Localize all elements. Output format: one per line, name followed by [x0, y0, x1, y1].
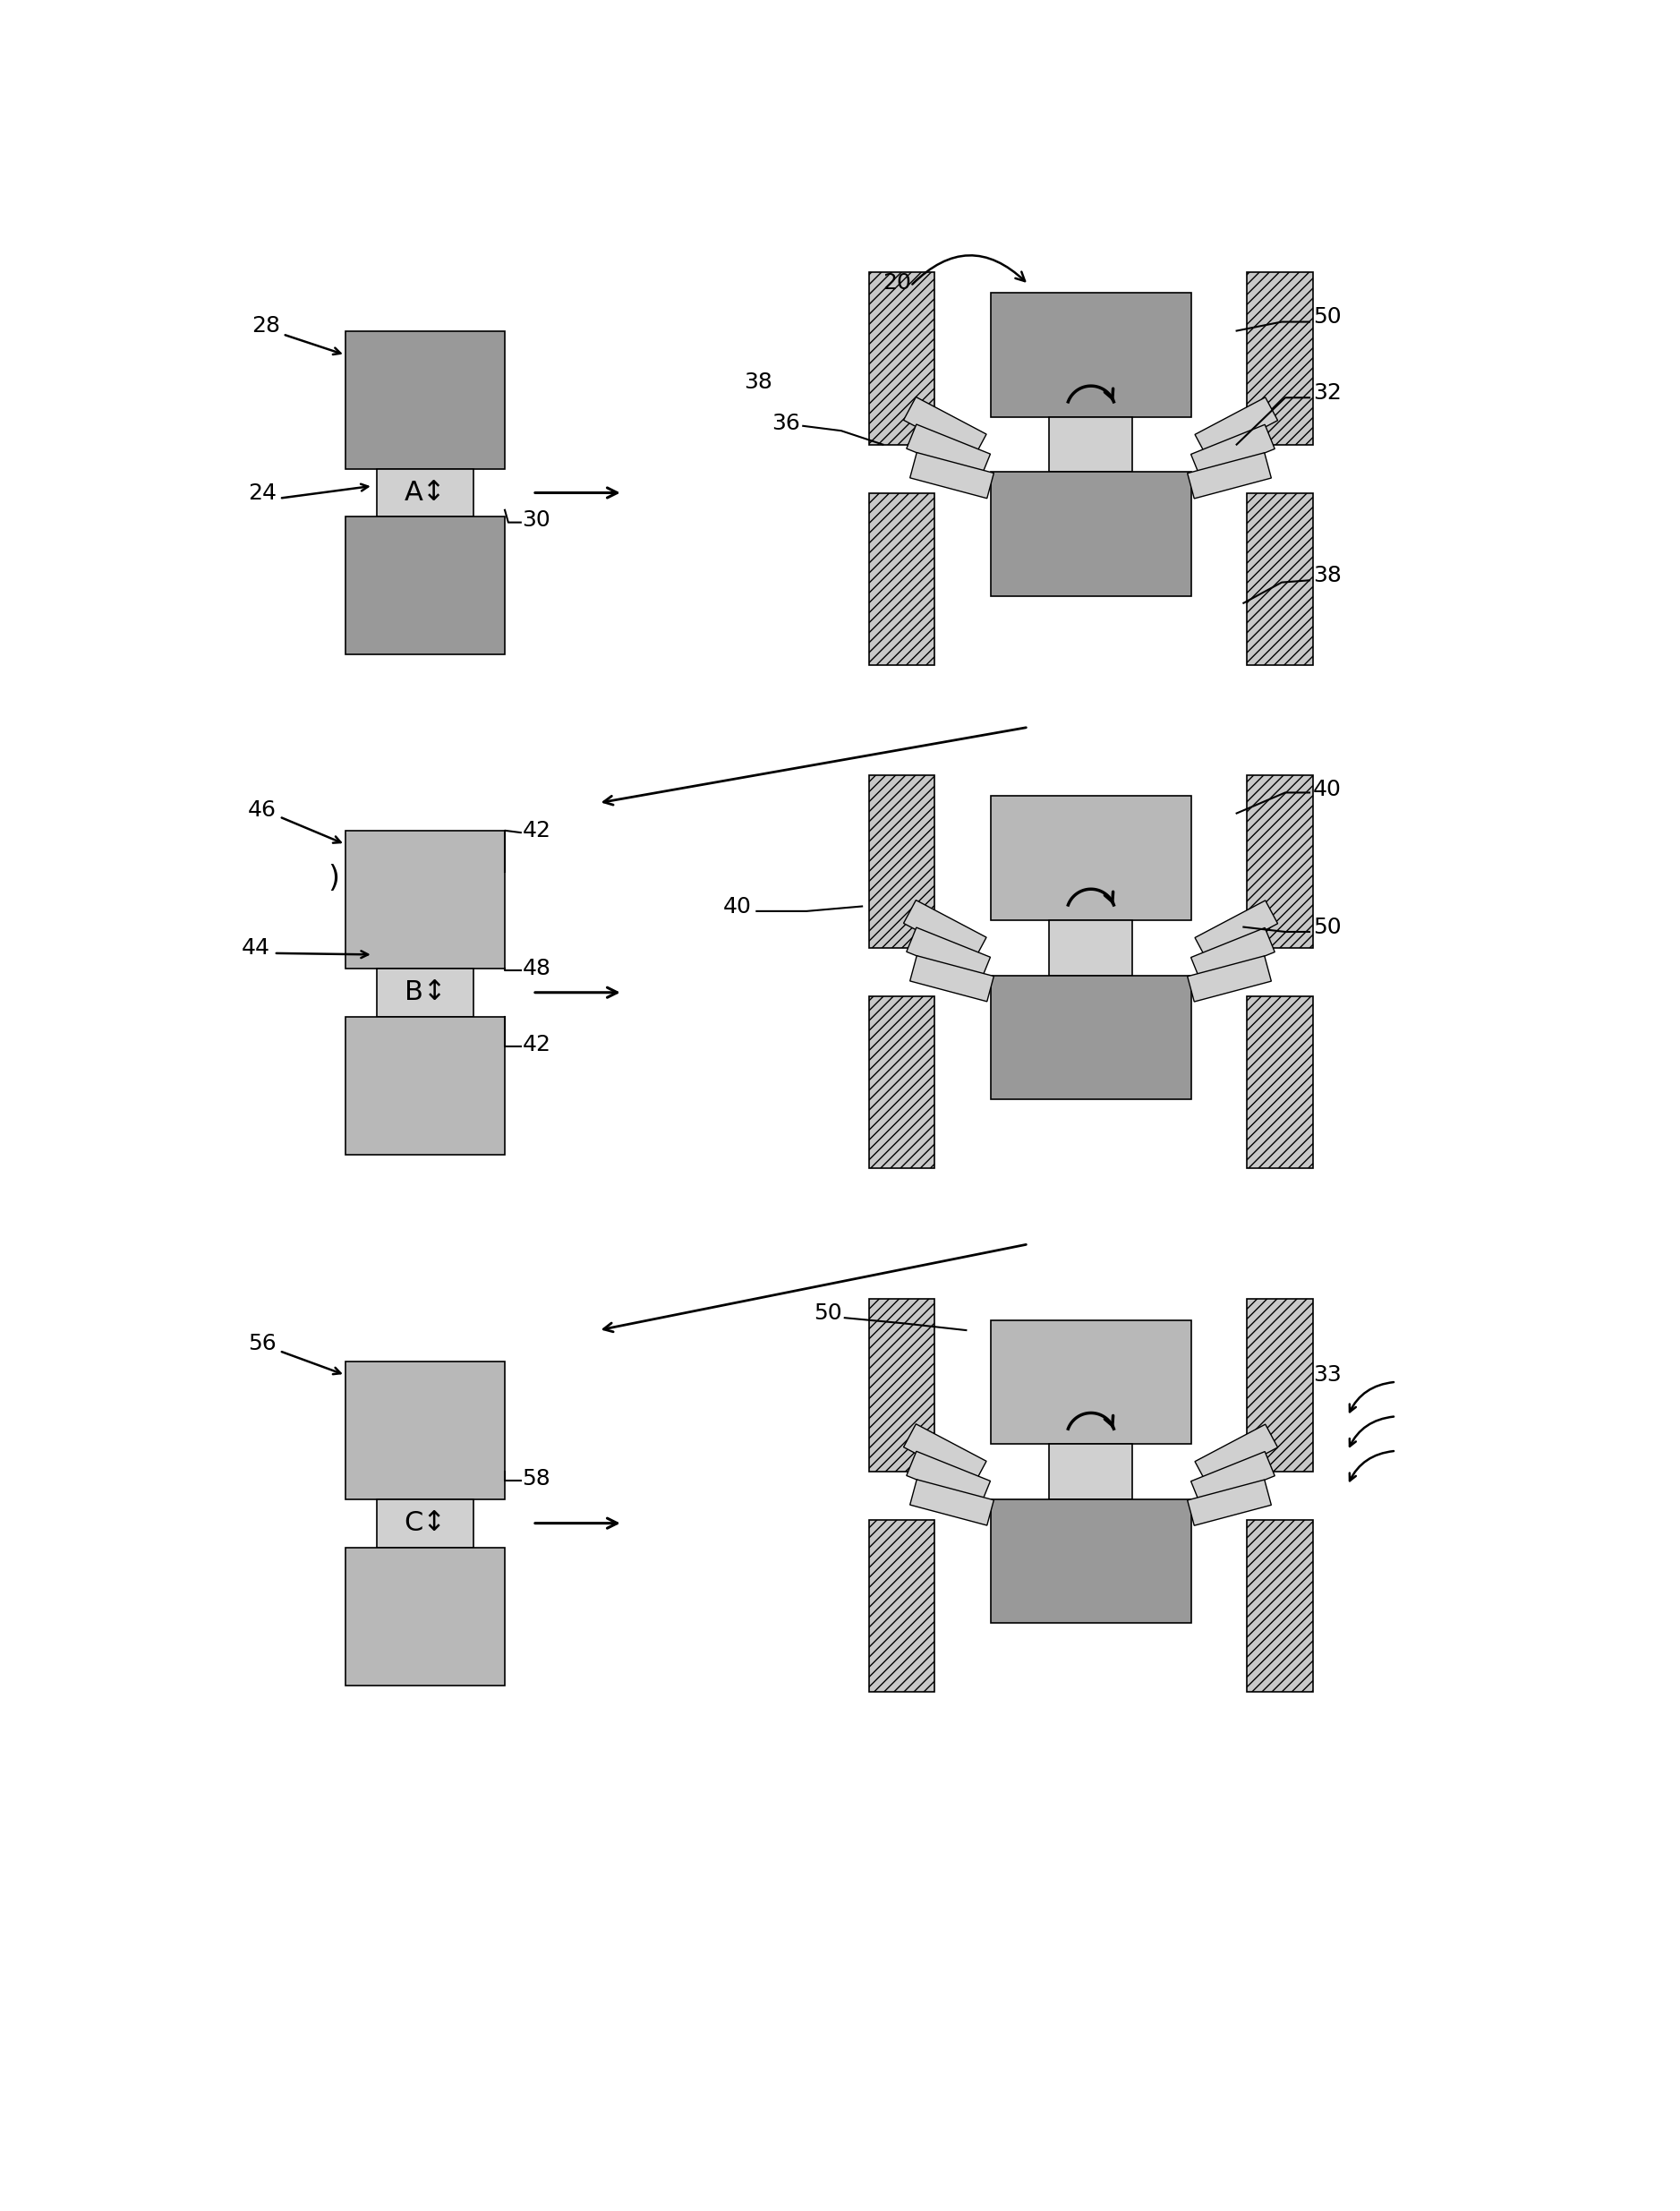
Text: 30: 30: [522, 509, 551, 531]
Text: 50: 50: [813, 1302, 842, 1324]
Bar: [991, 796, 1191, 920]
Text: 33: 33: [1312, 1364, 1341, 1386]
Bar: [911, 1479, 995, 1526]
Text: 56: 56: [249, 1333, 277, 1355]
Text: 42: 42: [522, 1033, 551, 1055]
Bar: [907, 425, 990, 478]
Text: 50: 50: [1312, 307, 1341, 327]
Text: 58: 58: [522, 1468, 551, 1490]
Bar: [1188, 1479, 1272, 1526]
Text: 40: 40: [1312, 778, 1341, 800]
Text: 38: 38: [744, 371, 773, 394]
Text: 20: 20: [884, 272, 911, 294]
Bar: [1247, 1300, 1312, 1473]
Text: 44: 44: [242, 937, 270, 957]
Bar: [1050, 920, 1132, 975]
Bar: [869, 776, 934, 949]
Bar: [904, 398, 986, 458]
Bar: [911, 955, 995, 1002]
Text: 46: 46: [249, 798, 277, 820]
Bar: [1194, 398, 1278, 458]
Bar: [346, 1017, 504, 1154]
Bar: [904, 1424, 986, 1484]
Text: B↕: B↕: [405, 979, 445, 1006]
Text: C↕: C↕: [405, 1510, 445, 1537]
Bar: [346, 831, 504, 968]
Text: 32: 32: [1312, 383, 1341, 405]
Bar: [1191, 425, 1275, 478]
Text: 50: 50: [1312, 915, 1341, 937]
Bar: [1050, 418, 1132, 473]
Bar: [1247, 1519, 1312, 1691]
Text: 40: 40: [724, 895, 753, 918]
Text: 38: 38: [1312, 564, 1341, 586]
Bar: [1247, 776, 1312, 949]
Bar: [991, 292, 1191, 418]
Bar: [346, 517, 504, 654]
Bar: [869, 493, 934, 666]
Bar: [346, 1548, 504, 1685]
Bar: [1191, 929, 1275, 982]
Text: 28: 28: [252, 316, 281, 336]
Bar: [1191, 1453, 1275, 1506]
Bar: [904, 900, 986, 960]
Text: 24: 24: [249, 482, 277, 504]
Text: 48: 48: [522, 957, 551, 979]
Text: 36: 36: [771, 413, 800, 436]
Bar: [911, 453, 995, 497]
Text: A↕: A↕: [405, 480, 445, 506]
Bar: [346, 1362, 504, 1499]
Bar: [907, 926, 990, 982]
Bar: [376, 469, 474, 517]
Bar: [991, 1320, 1191, 1444]
Bar: [991, 1499, 1191, 1623]
Bar: [376, 1499, 474, 1548]
Bar: [869, 1300, 934, 1473]
Bar: [991, 975, 1191, 1099]
Text: 42: 42: [522, 820, 551, 840]
Bar: [869, 272, 934, 444]
Bar: [1247, 493, 1312, 666]
Bar: [1247, 995, 1312, 1167]
Bar: [376, 968, 474, 1017]
Bar: [1188, 453, 1272, 497]
Bar: [346, 332, 504, 469]
Bar: [869, 995, 934, 1167]
Bar: [1247, 272, 1312, 444]
Bar: [1194, 900, 1278, 962]
Bar: [869, 1519, 934, 1691]
Bar: [1188, 955, 1272, 1002]
Text: ): ): [328, 865, 339, 893]
Bar: [991, 473, 1191, 597]
Bar: [907, 1450, 990, 1506]
Bar: [1194, 1424, 1278, 1484]
Bar: [1050, 1444, 1132, 1499]
